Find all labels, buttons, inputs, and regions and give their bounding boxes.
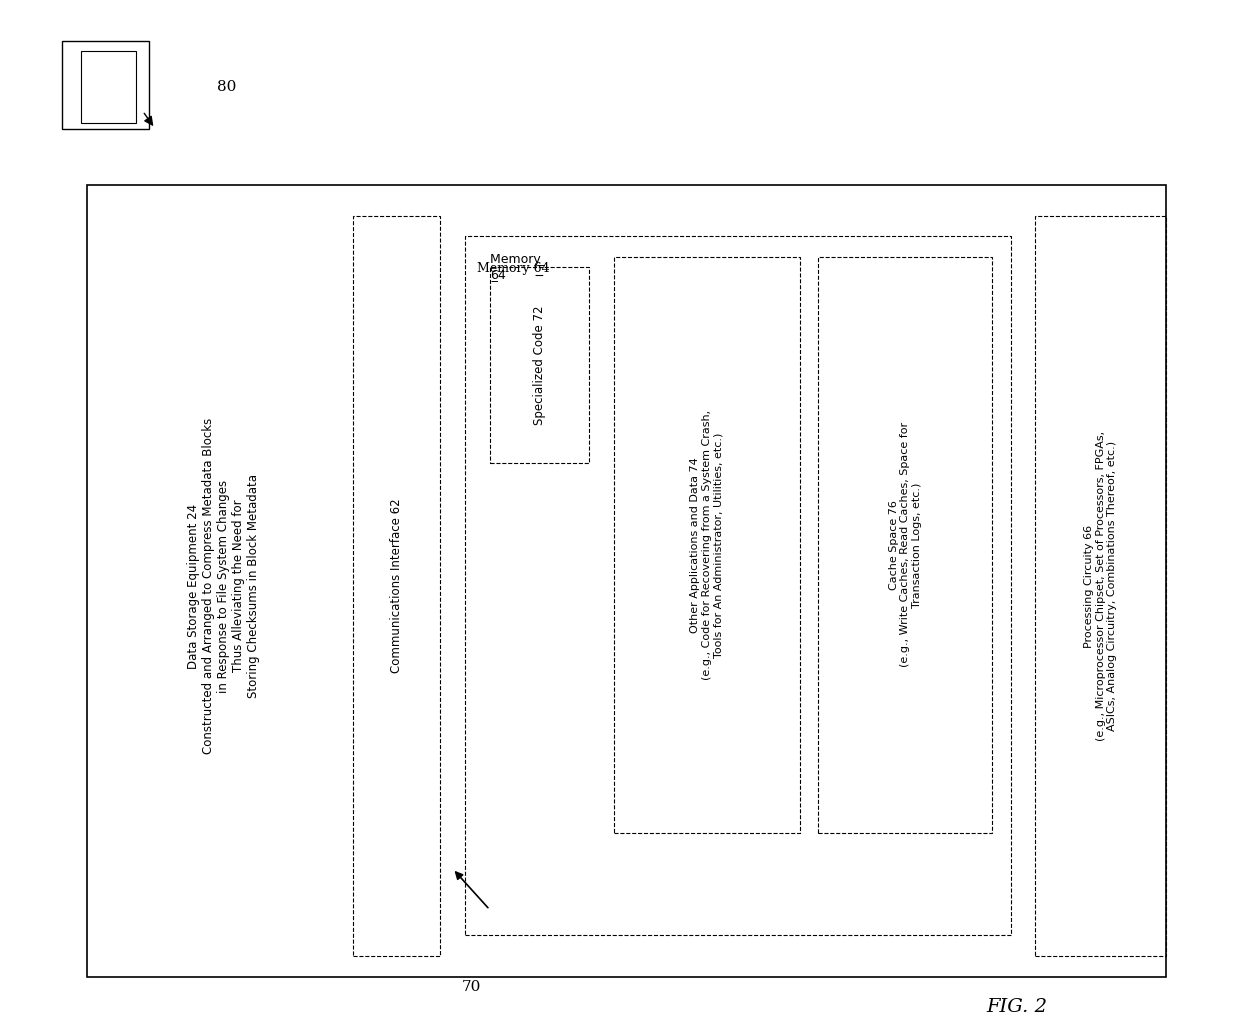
FancyBboxPatch shape bbox=[81, 51, 136, 123]
Text: Other Applications and Data 74
(e.g., Code for Recovering from a System Crash,
T: Other Applications and Data 74 (e.g., Co… bbox=[691, 410, 723, 680]
Text: Processing Circuity 66
(e.g., Microprocessor Chipset, Set of Processors, FPGAs,
: Processing Circuity 66 (e.g., Microproce… bbox=[1084, 431, 1117, 741]
Text: Data Storage Equipment 24
Constructed and Arranged to Compress Metadata Blocks
i: Data Storage Equipment 24 Constructed an… bbox=[187, 417, 259, 755]
Text: FIG. 2: FIG. 2 bbox=[986, 998, 1048, 1017]
Text: Specialized Code 72: Specialized Code 72 bbox=[533, 305, 546, 425]
Text: 80: 80 bbox=[217, 80, 237, 95]
Text: Cache Space 76
(e.g., Write Caches, Read Caches, Space for
Transaction Logs, etc: Cache Space 76 (e.g., Write Caches, Read… bbox=[889, 423, 921, 667]
FancyBboxPatch shape bbox=[62, 41, 149, 128]
Text: Communications Interface 62: Communications Interface 62 bbox=[391, 499, 403, 673]
Text: Memory ̲
6̲4: Memory ̲ 6̲4 bbox=[490, 253, 544, 282]
Text: Memory 64: Memory 64 bbox=[477, 262, 551, 276]
Text: 70: 70 bbox=[461, 980, 481, 994]
